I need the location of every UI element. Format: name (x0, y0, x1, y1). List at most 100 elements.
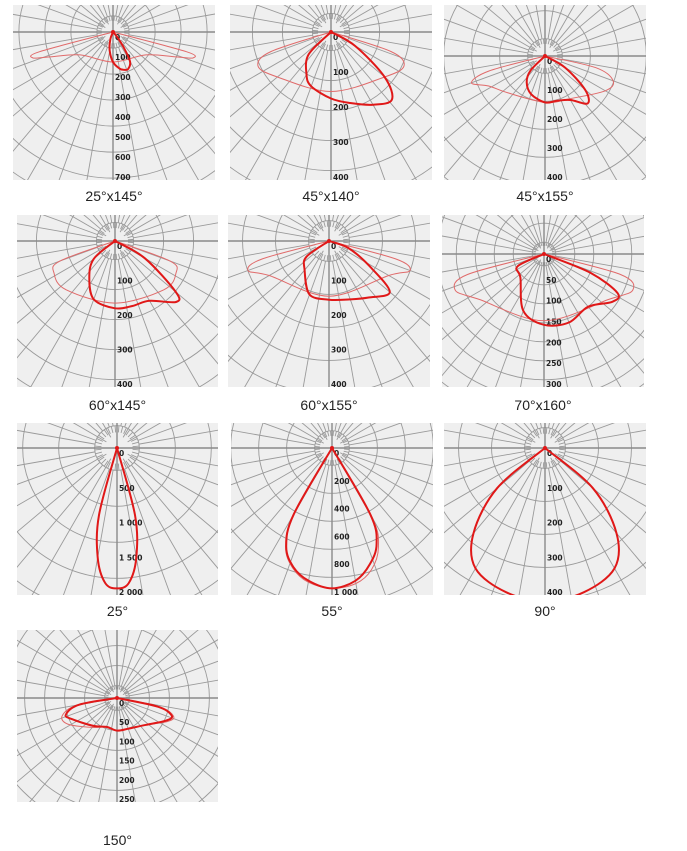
polar-plot-panel: 0 100 200 300 400 (17, 215, 218, 387)
radial-tick-label: 50 (119, 718, 129, 727)
radial-tick-label: 1 000 (334, 588, 358, 595)
radial-tick-label: 200 (334, 477, 350, 486)
radial-tick-label: 0 (333, 33, 338, 42)
intensity-curve-c0 (64, 697, 174, 732)
intensity-curve-c90 (61, 697, 175, 732)
polar-chart-svg: 0 100 200 300 400 (444, 423, 646, 595)
beam-angle-caption: 90° (534, 603, 556, 619)
polar-plot-panel: 0 200 400 600 800 1 000 (231, 423, 433, 595)
beam-angle-caption: 55° (321, 603, 343, 619)
radial-tick-label: 300 (331, 346, 347, 355)
radial-tick-label: 200 (547, 519, 563, 528)
radial-tick-label: 200 (547, 115, 563, 124)
polar-plot-panel: 0 100 200 300 400 (230, 5, 432, 180)
polar-grid (442, 215, 644, 387)
polar-grid (17, 215, 218, 387)
radial-tick-label: 0 (547, 57, 552, 66)
beam-angle-caption: 25°x145° (85, 188, 143, 204)
origin-dot (329, 30, 333, 34)
intensity-curve-c0 (88, 240, 181, 310)
polar-plot-panel: 0 50 100 150 200 250 300 (442, 215, 644, 387)
origin-dot (542, 252, 546, 256)
radial-tick-label: 100 (547, 86, 563, 95)
polar-plot-panel: 0 100 200 300 400 (444, 423, 646, 595)
radial-tick-label: 2 000 (119, 588, 143, 595)
radial-tick-label: 0 (119, 449, 124, 458)
radial-tick-label: 400 (333, 173, 349, 180)
polar-plot-panel: 0 50 100 150 200 250 (17, 630, 218, 802)
radial-tick-label: 600 (334, 532, 350, 541)
radial-tick-label: 0 (117, 242, 122, 251)
polar-grid (231, 423, 433, 595)
beam-angle-caption: 60°x145° (88, 397, 147, 413)
origin-dot (115, 696, 119, 700)
intensity-curve-c0 (304, 31, 394, 106)
radial-tick-label: 1 000 (119, 519, 143, 528)
radial-tick-label: 400 (334, 505, 350, 514)
radial-tick-label: 800 (334, 560, 350, 569)
radial-tick-label: 1 500 (119, 553, 143, 562)
radial-tick-label: 600 (115, 153, 131, 162)
radial-tick-label: 200 (333, 103, 349, 112)
radial-tick-label: 100 (333, 68, 349, 77)
polar-chart-svg: 0 100 200 300 400 (228, 215, 430, 387)
intensity-curve-c90 (453, 253, 635, 322)
radial-tick-label: 400 (331, 380, 347, 387)
intensity-curve-c0 (302, 240, 391, 302)
radial-tick-label: 300 (115, 93, 131, 102)
radial-tick-label: 200 (119, 776, 135, 785)
radial-tick-label: 200 (115, 73, 131, 82)
intensity-curve-c0 (95, 447, 139, 590)
beam-angle-caption: 25° (106, 603, 129, 619)
origin-dot (113, 239, 117, 243)
origin-dot (330, 446, 334, 450)
intensity-curve-c0 (470, 447, 620, 595)
radial-tick-label: 100 (546, 297, 562, 306)
polar-chart-svg: 0 50 100 150 200 250 (17, 630, 218, 802)
radial-tick-label: 150 (546, 318, 562, 327)
beam-angle-caption: 70°x160° (514, 397, 572, 413)
polar-grid (228, 215, 430, 387)
radial-tick-label: 300 (117, 346, 133, 355)
intensity-curve-c90 (257, 31, 405, 92)
radial-tick-label: 100 (331, 277, 347, 286)
beam-angle-caption: 45°x140° (302, 188, 360, 204)
origin-dot (543, 446, 547, 450)
origin-dot (327, 239, 331, 243)
intensity-curve-c0 (515, 253, 620, 327)
polar-chart-svg: 0 100 200 300 400 (17, 215, 218, 387)
radial-tick-label: 400 (547, 173, 563, 180)
polar-grid (444, 423, 646, 595)
radial-tick-label: 0 (547, 449, 552, 458)
beam-angle-caption: 150° (103, 832, 132, 848)
intensity-curve-c90 (52, 240, 178, 304)
polar-plot-panel: 0 100 200 300 400 500 600 700 (13, 5, 215, 180)
radial-tick-label: 250 (546, 359, 562, 368)
radial-tick-label: 500 (115, 133, 131, 142)
radial-tick-label: 200 (546, 338, 562, 347)
polar-plot-panel: 0 100 200 300 400 (444, 5, 646, 180)
radial-tick-label: 400 (547, 588, 563, 595)
radial-tick-label: 100 (547, 484, 563, 493)
beam-angle-caption: 60°x155° (300, 397, 358, 413)
polar-chart-svg: 0 100 200 300 400 (444, 5, 646, 180)
radial-tick-label: 200 (331, 311, 347, 320)
polar-plot-panel: 0 500 1 000 1 500 2 000 (17, 423, 218, 595)
radial-tick-label: 50 (546, 276, 556, 285)
radial-tick-label: 400 (117, 380, 133, 387)
origin-dot (111, 30, 115, 34)
radial-tick-label: 400 (115, 113, 131, 122)
radial-tick-label: 100 (117, 277, 133, 286)
radial-tick-label: 150 (119, 757, 135, 766)
radial-tick-label: 0 (334, 449, 339, 458)
polar-chart-svg: 0 200 400 600 800 1 000 (231, 423, 433, 595)
radial-tick-label: 100 (115, 53, 131, 62)
radial-tick-label: 200 (117, 311, 133, 320)
polar-chart-svg: 0 100 200 300 400 (230, 5, 432, 180)
beam-angle-caption: 45°x155° (516, 188, 574, 204)
radial-tick-label: 300 (333, 138, 349, 147)
radial-tick-label: 500 (119, 484, 135, 493)
intensity-curve-c0 (108, 31, 132, 71)
radial-tick-label: 100 (119, 737, 135, 746)
